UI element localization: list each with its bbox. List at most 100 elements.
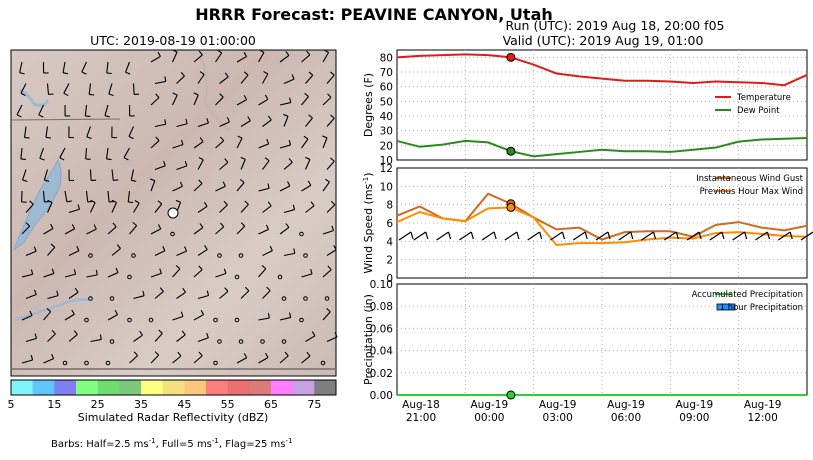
wind-barb-tick (239, 178, 245, 184)
wind-barb-tick (311, 331, 316, 337)
wind-barb-staff (25, 337, 37, 343)
wind-barb-staff (154, 250, 166, 256)
wind-barb-tick (330, 114, 335, 119)
series-line (396, 137, 808, 158)
wind-barb-tick (324, 49, 329, 54)
wind-barb-tick (149, 178, 156, 182)
colorbar-tick-label: 5 (8, 398, 15, 411)
wind-barb-staff (81, 61, 87, 73)
wind-barb-tick (652, 231, 657, 240)
wind-barb-staff (20, 147, 23, 159)
wind-barb-tick (292, 204, 296, 210)
wind-barb-staff (240, 290, 250, 299)
x-tick-label: 09:00 (679, 412, 709, 424)
wind-barb-tick (288, 139, 292, 146)
wind-barb-tick (22, 179, 28, 183)
barb-note: Barbs: Half=2.5 ms-1, Full=5 ms-1, Flag=… (51, 437, 292, 450)
wind-barb-tick (159, 287, 164, 292)
wind-barb-tick (470, 231, 474, 240)
wind-barb-tick (198, 351, 203, 357)
wind-barb-staff (240, 204, 249, 213)
wind-barb-tick (162, 245, 166, 251)
wind-barb-staff (236, 56, 247, 63)
wind-barb-tick (185, 118, 188, 124)
wind-barb-staff (197, 205, 208, 213)
y-tick-label: 0.04 (370, 346, 394, 358)
current-time-marker (506, 390, 516, 400)
wind-barb-tick (106, 72, 112, 75)
wind-barb-tick (29, 200, 34, 205)
wind-barb-tick (243, 71, 249, 76)
wind-barb-tick (56, 290, 59, 296)
wind-barb-staff (301, 138, 309, 149)
wind-barb-staff (150, 228, 162, 235)
wind-barb-staff (219, 204, 228, 213)
wind-barb-tick (155, 136, 160, 141)
wind-barb-staff (258, 228, 269, 235)
calm-wind-marker (234, 274, 240, 280)
wind-barb-staff (301, 273, 313, 278)
wind-barb-staff (68, 291, 79, 299)
wind-barb-staff (236, 137, 243, 149)
wind-barb-staff (305, 205, 315, 213)
wind-barb-staff (84, 104, 88, 116)
wind-barb-tick (50, 243, 56, 248)
x-tick-label: 03:00 (543, 412, 573, 424)
wind-barb-tick (89, 93, 95, 96)
wind-barb-staff (258, 52, 265, 63)
wind-barb-tick (204, 245, 208, 250)
wind-barb-staff (111, 248, 121, 256)
calm-wind-marker (277, 274, 283, 280)
wind-barb-staff (572, 231, 586, 241)
y-tick-label: 30 (380, 126, 393, 138)
wind-barb-staff (279, 102, 291, 106)
wind-barb-tick (182, 287, 187, 293)
wind-barb-staff (258, 317, 270, 321)
wind-barb-tick (698, 231, 702, 240)
wind-barb-staff (279, 316, 291, 321)
wind-barb-tick (177, 351, 182, 357)
wind-barb-staff (258, 187, 270, 192)
wind-barb-tick (39, 157, 45, 161)
wind-barb-tick (51, 353, 55, 359)
wind-barb-staff (193, 269, 203, 278)
wind-barb-staff (176, 123, 188, 128)
wind-barb-tick (243, 353, 248, 359)
wind-barb-staff (258, 98, 269, 106)
wind-barb-tick (128, 201, 134, 204)
wind-barb-tick (447, 231, 452, 240)
wind-barb-staff (322, 269, 332, 278)
valid-time: Valid (UTC): 2019 Aug 19, 01:00 (503, 33, 704, 48)
wind-barb-tick (327, 93, 332, 98)
wind-barb-staff (301, 54, 311, 63)
wind-barb-staff (262, 119, 272, 127)
wind-barb-staff (279, 55, 290, 63)
timeseries-panel-2: 0 2 4 6 8 10 12 Wind Speed (ms-1) Instantaneous … (362, 163, 813, 285)
wind-barb-tick (20, 92, 26, 97)
wind-barb-staff (322, 181, 330, 192)
river-water (19, 88, 50, 107)
wind-barb-tick (243, 95, 248, 100)
wind-barb-tick (44, 179, 50, 182)
wind-barb-staff (322, 97, 332, 106)
wind-barb-staff (279, 355, 289, 364)
wind-barb-staff (105, 147, 109, 159)
wind-barb-staff (504, 231, 518, 241)
wind-barb-staff (305, 335, 316, 342)
wind-barb-tick (263, 70, 269, 75)
wind-barb-tick (175, 199, 181, 203)
calm-wind-marker (320, 360, 326, 366)
calm-wind-marker (88, 296, 93, 301)
calm-wind-marker (238, 339, 244, 344)
wind-barb-tick (30, 355, 34, 361)
wind-barb-staff (85, 147, 88, 160)
y-tick-label: 0.06 (370, 323, 394, 335)
current-time-marker (506, 202, 516, 212)
calm-wind-marker (260, 339, 265, 344)
y-axis-label: Wind Speed (ms-1) (362, 172, 375, 273)
wind-barb-tick (266, 138, 270, 145)
wind-barb-staff (215, 185, 226, 192)
wind-barb-staff (193, 94, 199, 106)
colorbar-swatch (97, 380, 120, 395)
wind-barb-staff (262, 160, 270, 170)
